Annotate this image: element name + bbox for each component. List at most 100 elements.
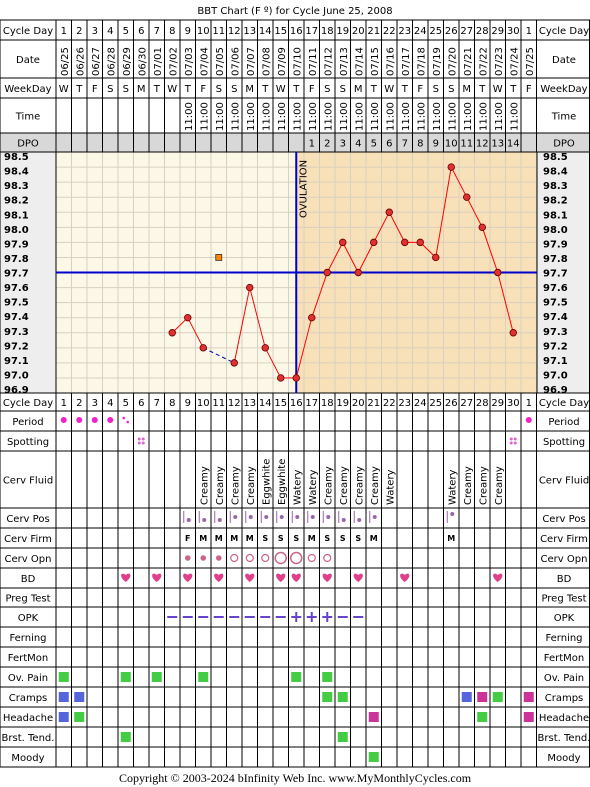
y-tick-label-left: 97.8 xyxy=(4,254,29,265)
moody-marker xyxy=(368,752,379,762)
y-tick-label-right: 98.4 xyxy=(543,167,568,178)
row-label-cerv_fluid: Cerv Fluid xyxy=(3,476,53,487)
weekday-cell: F xyxy=(417,84,423,95)
temp-segment xyxy=(233,287,251,363)
date-cell: 06/27 xyxy=(91,47,102,76)
weekday-cell: M xyxy=(354,84,363,95)
y-tick-label-right: 97.4 xyxy=(543,312,568,323)
date-cell: 07/01 xyxy=(153,47,164,76)
row-label-cerv_firm: Cerv Firm xyxy=(4,534,52,545)
y-tick-label-right: 97.1 xyxy=(543,356,568,367)
date-cell: 07/08 xyxy=(261,47,272,76)
cycle_day-cell: 1 xyxy=(526,26,532,37)
dpo-cell: 8 xyxy=(417,139,423,150)
bd-heart xyxy=(353,573,363,582)
headache-marker xyxy=(477,712,488,722)
period-spot xyxy=(126,420,130,424)
time-cell: 11:00 xyxy=(494,102,505,131)
cerv-fluid-cell: Creamy xyxy=(463,466,474,505)
weekday-cell: S xyxy=(123,84,129,95)
y-tick-label-left: 97.6 xyxy=(4,283,29,294)
temp-segment-dashed xyxy=(203,347,235,364)
cycle-day-cell-bottom: 8 xyxy=(169,398,175,409)
row-label-date: Date xyxy=(16,55,40,66)
row-label-preg_test-right: Preg Test xyxy=(541,594,586,605)
cycle_day-cell: 18 xyxy=(321,26,334,37)
temp-point xyxy=(478,223,486,232)
period-marker xyxy=(91,417,98,423)
weekday-cell: S xyxy=(340,84,346,95)
cycle-day-cell-bottom: 29 xyxy=(491,398,504,409)
weekday-cell: W xyxy=(384,84,394,95)
row-label-weekday: WeekDay xyxy=(4,84,51,95)
dpo-cell: 12 xyxy=(476,139,489,150)
cerv-fluid-cell: Creamy xyxy=(478,466,489,505)
cycle_day-cell: 14 xyxy=(259,26,272,37)
weekday-cell: T xyxy=(292,84,300,95)
y-tick-label-right: 97.2 xyxy=(543,341,568,352)
cerv-firm-cell: M xyxy=(308,534,316,543)
date-cell: 07/10 xyxy=(292,47,303,76)
date-cell: 07/12 xyxy=(323,47,334,76)
y-tick-label-left: 98.1 xyxy=(4,210,29,221)
y-tick-label-left: 98.3 xyxy=(4,181,29,192)
row-label-cerv_firm-right: Cerv Firm xyxy=(540,534,588,545)
cerv-fluid-cell: Creamy xyxy=(246,466,257,505)
y-tick-label-left: 98.4 xyxy=(4,167,29,178)
breast-tenderness-marker xyxy=(337,732,348,742)
cerv-pos-dot xyxy=(248,515,253,519)
cycle-day-cell-bottom: 12 xyxy=(228,398,241,409)
row-label-date-right: Date xyxy=(552,55,576,66)
date-cell: 07/13 xyxy=(339,47,350,76)
date-cell: 07/22 xyxy=(478,47,489,76)
temp-segment xyxy=(295,317,313,379)
cycle_day-cell: 12 xyxy=(228,26,241,37)
cramps-marker xyxy=(74,692,85,702)
temp-segment xyxy=(187,317,204,349)
date-cell: 06/26 xyxy=(75,47,86,76)
weekday-cell: F xyxy=(200,84,206,95)
cycle-day-cell-bottom: 7 xyxy=(154,398,160,409)
cerv-opn-ring xyxy=(307,553,316,563)
temp-point xyxy=(323,268,331,277)
cycle_day-cell: 2 xyxy=(76,26,82,37)
row-label-fertmon: FertMon xyxy=(8,653,48,664)
date-cell: 07/14 xyxy=(354,47,365,76)
cycle-day-cell-bottom: 27 xyxy=(460,398,473,409)
cycle-day-cell-bottom: 10 xyxy=(197,398,210,409)
row-label-time: Time xyxy=(15,112,40,123)
weekday-cell: S xyxy=(433,84,439,95)
row-label-cramps: Cramps xyxy=(9,693,48,704)
ovulation-label: OVULATION xyxy=(298,160,309,218)
cerv-fluid-cell: Eggwhite xyxy=(261,459,272,505)
cramps-marker xyxy=(492,692,503,702)
y-tick-label-right: 97.3 xyxy=(543,327,568,338)
cerv-fluid-cell: Creamy xyxy=(370,466,381,505)
bd-heart xyxy=(245,573,255,582)
row-label-ov_pain: Ov. Pain xyxy=(8,673,48,684)
cycle-day-cell-bottom: 1 xyxy=(526,398,532,409)
time-cell: 11:00 xyxy=(385,102,396,131)
cycle-day-cell-bottom: 3 xyxy=(92,398,98,409)
cerv-firm-cell: M xyxy=(199,534,207,543)
cerv-opn-ring xyxy=(323,553,332,563)
cerv-firm-cell: M xyxy=(230,534,238,543)
temp-point xyxy=(447,163,455,171)
cycle-day-cell-bottom: 9 xyxy=(185,398,191,409)
weekday-cell: T xyxy=(261,84,269,95)
ov-pain-marker xyxy=(322,672,333,682)
temp-point xyxy=(230,359,238,367)
row-label-moody-right: Moody xyxy=(547,753,580,764)
row-label-bd-right: BD xyxy=(557,574,572,585)
y-tick-label-right: 97.9 xyxy=(543,239,568,250)
weekday-cell: W xyxy=(276,84,286,95)
dpo-cell: 10 xyxy=(445,139,458,150)
cerv-fluid-cell: Watery xyxy=(447,469,458,505)
y-tick-label-right: 97.7 xyxy=(543,269,568,280)
date-cell: 07/16 xyxy=(385,47,396,76)
dpo-cell: 13 xyxy=(491,139,504,150)
ov-pain-marker xyxy=(120,672,131,682)
cerv-pos-dot xyxy=(310,515,315,519)
temp-segment xyxy=(264,347,282,379)
